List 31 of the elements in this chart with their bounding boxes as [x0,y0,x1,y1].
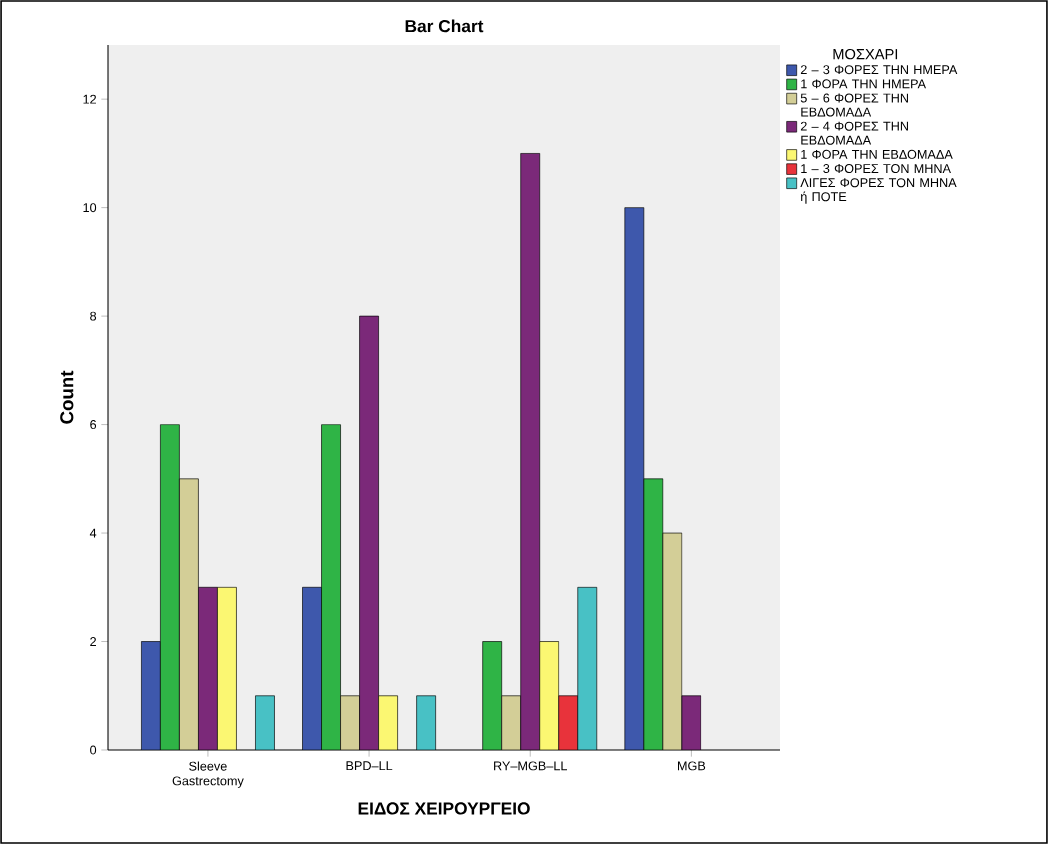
legend-label: 1 ΦΟΡΑ ΤΗΝ ΕΒΔΟΜΑΔΑ [801,149,953,159]
bar [179,478,199,750]
legend-label: 2 – 3 ΦΟΡΕΣ ΤΗΝ ΗΜΕΡΑ [800,65,958,75]
y-tick-label: 12 [83,94,96,104]
bar [624,207,645,750]
bar [302,586,322,750]
y-tick-label: 0 [90,745,97,755]
x-tick-label: RY–MGB–LL [494,761,567,771]
x-tick-label: MGB [678,761,706,771]
y-tick-label: 10 [83,203,97,213]
legend-label: 5 – 6 ΦΟΡΕΣ ΤΗΝ ΕΒΔΟΜΑΔΑ [800,93,908,117]
bar [577,586,598,750]
x-axis-title: ΕΙΔΟΣ ΧΕΙΡΟΥΡΓΕΙΟ [358,802,530,815]
y-tick-label: 4 [89,528,97,538]
bar [416,695,436,750]
bar [501,695,522,750]
legend-label: ΛΙΓΕΣ ΦΟΡΕΣ ΤΟΝ ΜΗΝΑ ή ΠΟΤΕ [800,178,957,204]
y-axis-title: Count [60,370,74,424]
legend-title: ΜΟΣΧΑΡΙ [833,48,898,60]
bar [340,695,360,750]
y-tick-label: 8 [90,311,97,321]
x-tick-label: BPD–LL [346,761,393,771]
legend-label: 1 – 3 ΦΟΡΕΣ ΤΟΝ ΜΗΝΑ [801,164,951,174]
x-tick-label: Sleeve Gastrectomy [172,761,244,788]
bar [141,641,161,750]
chart-title: Bar Chart [405,19,484,33]
y-tick-label: 2 [90,637,96,646]
legend-label: 2 – 4 ΦΟΡΕΣ ΤΗΝ ΕΒΔΟΜΑΔΑ [800,121,908,145]
legend-label: 1 ΦΟΡΑ ΤΗΝ ΗΜΕΡΑ [801,79,927,89]
y-tick-label: 6 [90,420,97,430]
bar [255,695,275,750]
